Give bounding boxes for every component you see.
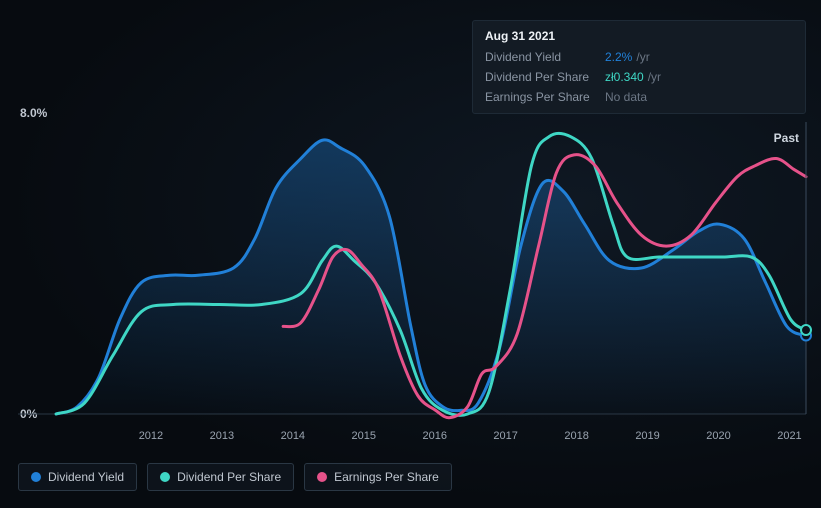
tooltip-row: Earnings Per ShareNo data xyxy=(485,87,793,107)
tooltip-key: Dividend Yield xyxy=(485,50,605,64)
x-tick-label: 2014 xyxy=(263,430,323,442)
marker-dot xyxy=(801,325,811,335)
legend: Dividend Yield Dividend Per Share Earnings… xyxy=(18,463,452,491)
x-tick-label: 2018 xyxy=(547,430,607,442)
x-tick-label: 2013 xyxy=(192,430,252,442)
tooltip-key: Dividend Per Share xyxy=(485,70,605,84)
hover-tooltip: Aug 31 2021 Dividend Yield2.2%/yrDividen… xyxy=(472,20,806,114)
tooltip-row: Dividend Yield2.2% /yr xyxy=(485,47,793,67)
x-tick-label: 2015 xyxy=(334,430,394,442)
tooltip-date: Aug 31 2021 xyxy=(485,29,793,47)
tooltip-value: No data xyxy=(605,90,647,104)
x-tick-label: 2019 xyxy=(618,430,678,442)
tooltip-value: zł0.340 xyxy=(605,70,644,84)
tooltip-unit: /yr xyxy=(648,70,661,84)
hover-marker-dots xyxy=(801,325,811,340)
x-tick-label: 2016 xyxy=(405,430,465,442)
x-tick-label: 2021 xyxy=(759,430,819,442)
legend-swatch xyxy=(31,472,41,482)
x-axis-labels: 2012201320142015201620172018201920202021 xyxy=(49,430,805,446)
tooltip-key: Earnings Per Share xyxy=(485,90,605,104)
legend-label: Dividend Yield xyxy=(48,470,124,484)
legend-label: Dividend Per Share xyxy=(177,470,281,484)
legend-item[interactable]: Dividend Yield xyxy=(18,463,137,491)
legend-item[interactable]: Dividend Per Share xyxy=(147,463,294,491)
chart-svg xyxy=(18,108,806,418)
legend-swatch xyxy=(317,472,327,482)
x-tick-label: 2012 xyxy=(121,430,181,442)
legend-item[interactable]: Earnings Per Share xyxy=(304,463,452,491)
tooltip-unit: /yr xyxy=(636,50,649,64)
tooltip-row: Dividend Per Sharezł0.340/yr xyxy=(485,67,793,87)
chart-area xyxy=(18,108,806,418)
x-tick-label: 2020 xyxy=(689,430,749,442)
legend-swatch xyxy=(160,472,170,482)
tooltip-value: 2.2% xyxy=(605,50,632,64)
past-label: Past xyxy=(774,131,799,145)
x-tick-label: 2017 xyxy=(476,430,536,442)
legend-label: Earnings Per Share xyxy=(334,470,439,484)
